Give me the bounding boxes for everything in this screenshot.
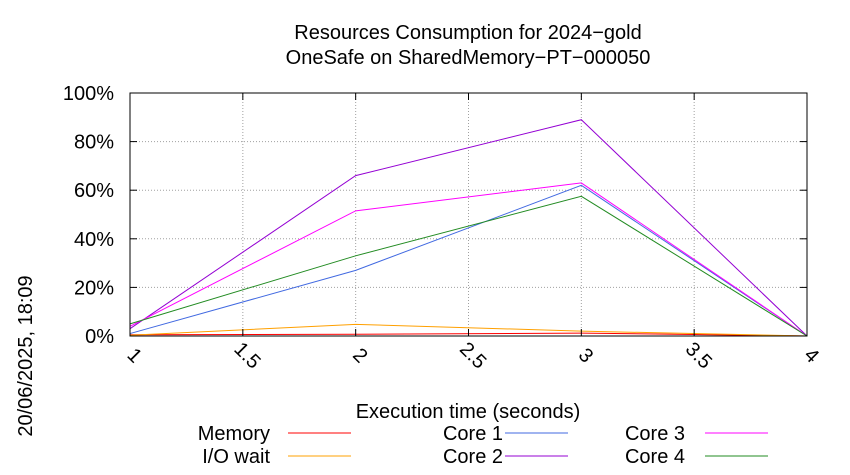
y-tick-label: 100% bbox=[63, 83, 114, 105]
x-tick-label: 3 bbox=[574, 344, 597, 367]
side-timestamp: 20/06/2025, 18:09 bbox=[15, 275, 37, 436]
legend-label-memory: Memory bbox=[198, 423, 270, 445]
y-tick-label: 60% bbox=[74, 180, 114, 202]
legend-label-core-2: Core 2 bbox=[443, 446, 503, 468]
x-tick-label: 3.5 bbox=[681, 338, 716, 373]
grid-lines bbox=[130, 93, 807, 336]
legend-label-i-o-wait: I/O wait bbox=[202, 446, 270, 468]
legend-label-core-4: Core 4 bbox=[625, 446, 685, 468]
chart-title: Resources Consumption for 2024−gold bbox=[294, 22, 641, 44]
chart-subtitle: OneSafe on SharedMemory−PT−000050 bbox=[286, 47, 651, 69]
y-tick-label: 20% bbox=[74, 277, 114, 299]
series-line-core-2 bbox=[129, 119, 808, 337]
y-tick-label: 0% bbox=[85, 326, 114, 348]
x-tick-label: 4 bbox=[800, 344, 823, 367]
x-tick-label: 2.5 bbox=[455, 338, 490, 373]
series-line-core-1 bbox=[129, 184, 808, 337]
y-tick-label: 80% bbox=[74, 132, 114, 154]
x-tick-label: 2 bbox=[348, 344, 371, 367]
series-line-core-4 bbox=[129, 195, 808, 337]
axis-ticks: 1 1.5 2 2.5 3 3.5 40%20%40%60%80%100% bbox=[63, 83, 823, 373]
x-tick-label: 1 bbox=[123, 344, 146, 367]
x-tick-label: 1.5 bbox=[229, 338, 264, 373]
series-line-core-3 bbox=[129, 182, 808, 337]
x-axis-label: Execution time (seconds) bbox=[356, 401, 581, 423]
legend-label-core-3: Core 3 bbox=[625, 423, 685, 445]
legend-label-core-1: Core 1 bbox=[443, 423, 503, 445]
y-tick-label: 40% bbox=[74, 229, 114, 251]
